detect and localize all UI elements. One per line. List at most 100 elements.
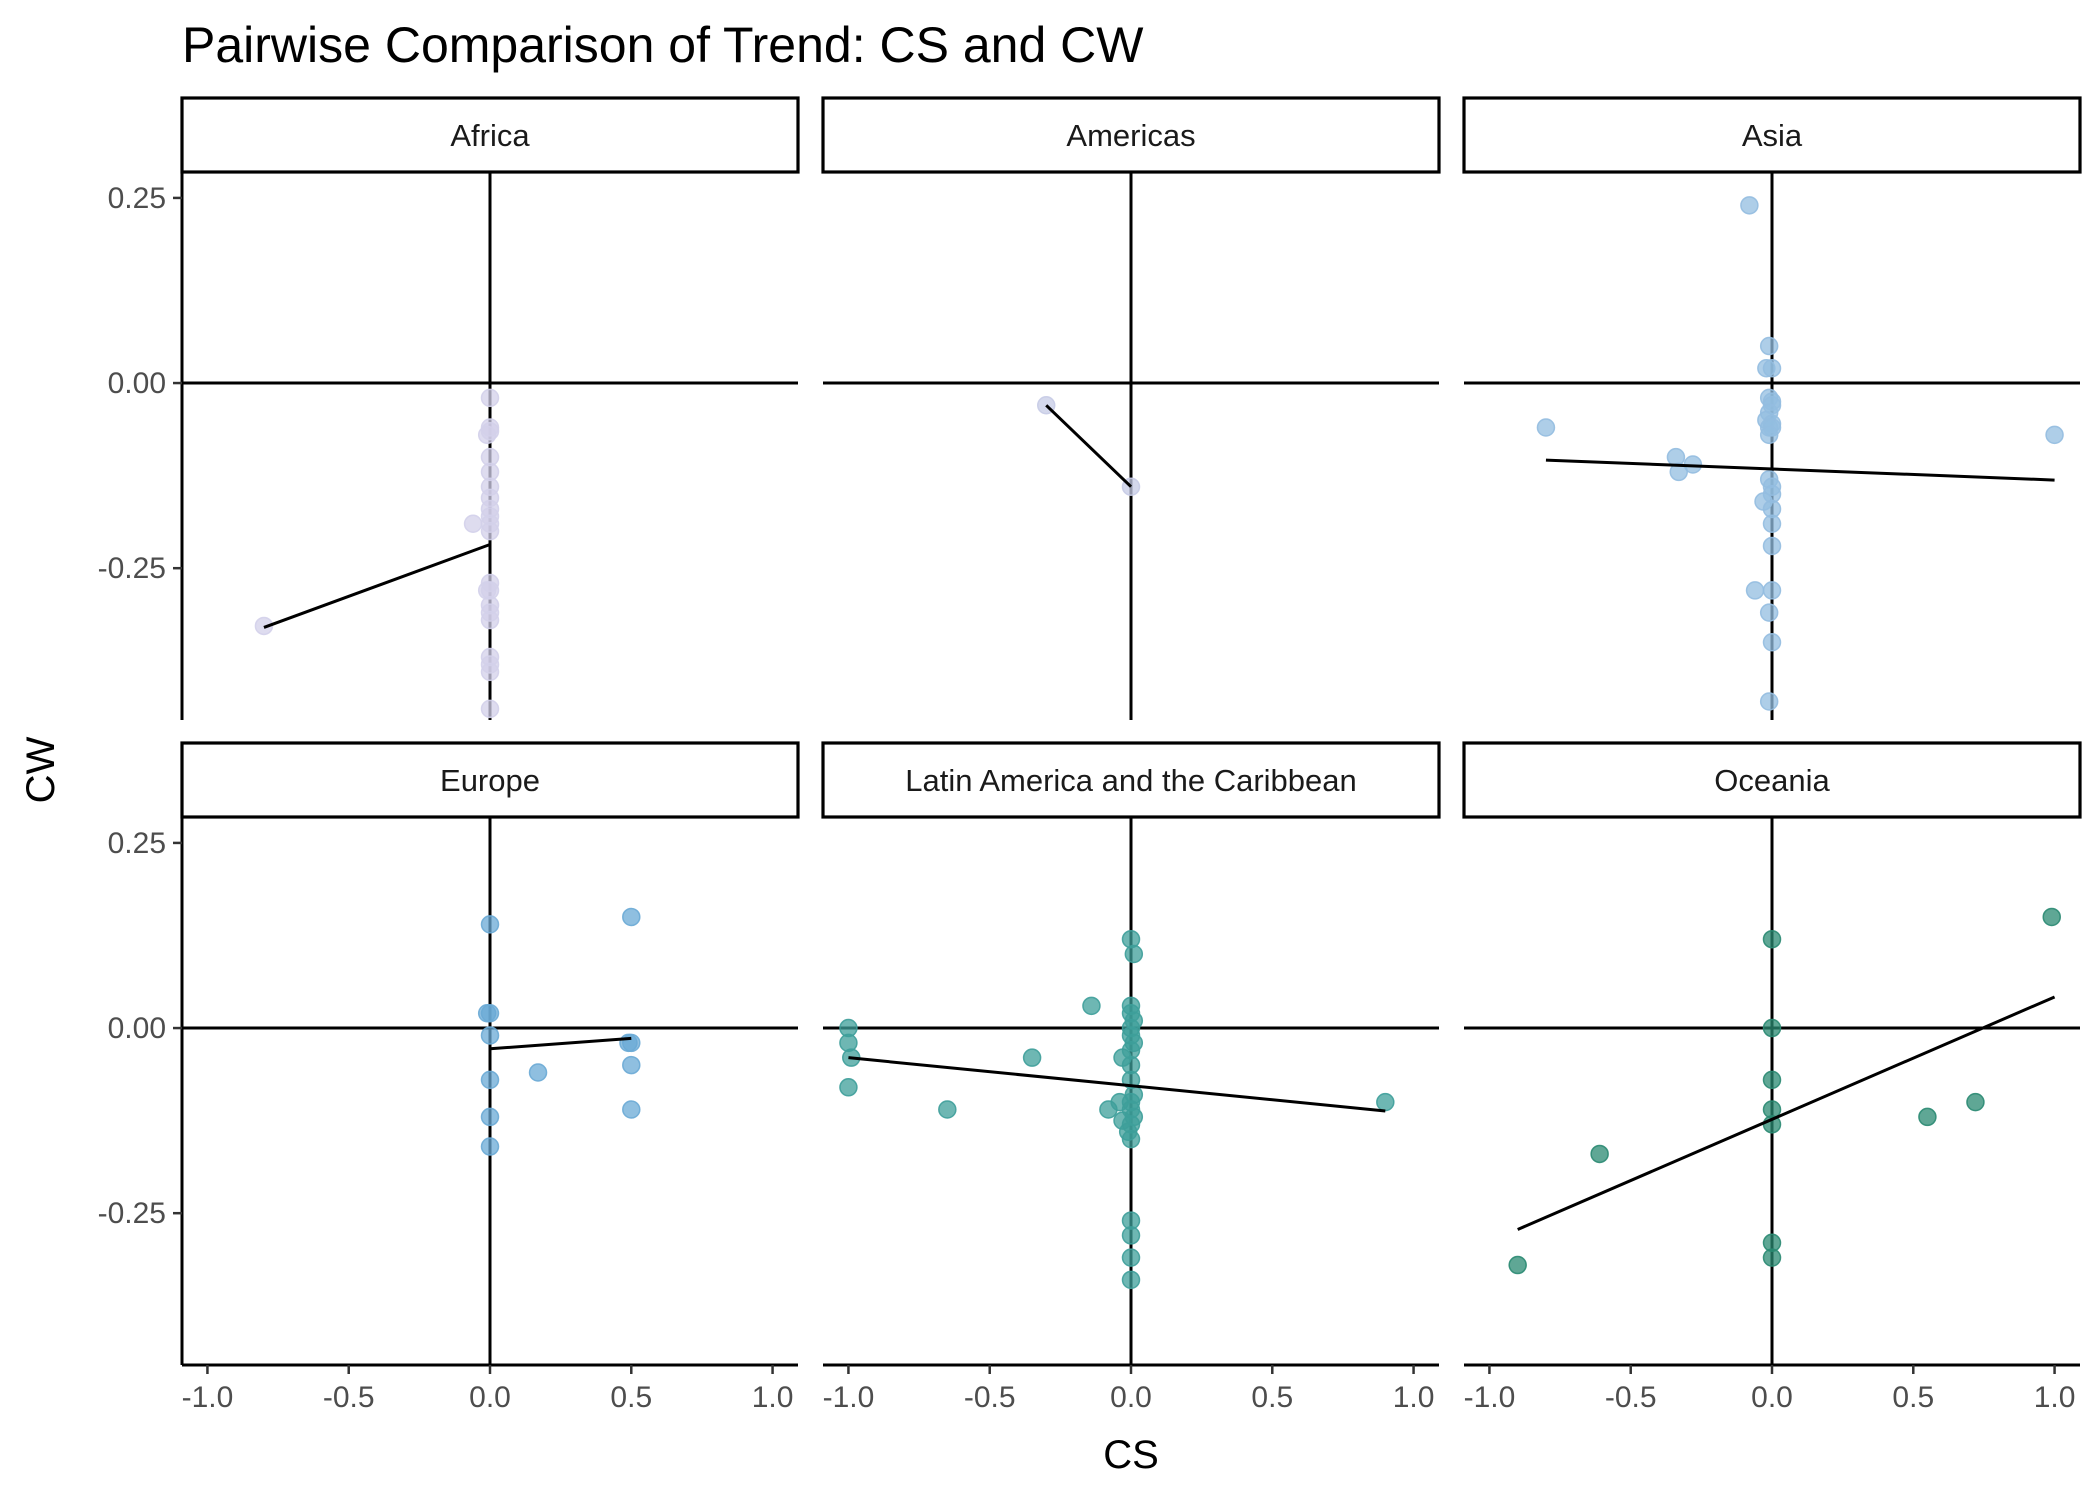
facet-panel: Oceania -1.0 -0.5 0.0 0.5 1.0 (1462, 741, 2082, 1414)
facet-strip-label: Oceania (1714, 763, 1830, 798)
data-point (480, 1137, 500, 1156)
y-tick-label: 0.25 (108, 827, 166, 860)
x-tick-label: 1.0 (1393, 1381, 1435, 1414)
data-point (622, 1100, 641, 1119)
data-point (1762, 536, 1782, 556)
data-point (1762, 1018, 1782, 1038)
data-point (1121, 1270, 1141, 1290)
facet-strip-label: Europe (440, 763, 540, 798)
facet-strip (180, 96, 800, 174)
data-point (1759, 425, 1779, 445)
x-tick-label: 1.0 (752, 1381, 794, 1414)
x-tick-label: -0.5 (964, 1381, 1016, 1414)
y-axis-title: CW (19, 736, 63, 803)
data-point (622, 907, 641, 927)
data-point (938, 1100, 957, 1119)
facet-panel: Africa -0.25 0.00 0.25 (98, 96, 800, 720)
data-point (1966, 1092, 1985, 1112)
data-point (1762, 929, 1782, 949)
data-point (480, 915, 500, 934)
trend-line (263, 543, 491, 629)
data-point (619, 1033, 638, 1053)
data-point (1762, 1248, 1782, 1267)
data-point (1121, 1129, 1141, 1149)
x-tick-label: -1.0 (182, 1381, 234, 1414)
y-tick-label: -0.25 (98, 552, 166, 585)
data-point (2045, 425, 2064, 445)
data-point (1762, 581, 1782, 600)
data-point (1762, 632, 1782, 652)
data-point (1918, 1107, 1937, 1127)
data-point (480, 610, 500, 630)
x-tick-label: -0.5 (1605, 1381, 1657, 1414)
chart-title: Pairwise Comparison of Trend: CS and CW (182, 17, 1144, 73)
x-tick-label: 0.0 (469, 1381, 511, 1414)
facet-strip-label: Latin America and the Caribbean (905, 763, 1357, 798)
x-tick-label: 1.0 (2034, 1381, 2076, 1414)
x-tick-label: -1.0 (823, 1381, 875, 1414)
trend-line (1045, 404, 1133, 488)
y-tick-label: 0.25 (108, 182, 166, 215)
data-point (1082, 996, 1101, 1016)
data-point (477, 425, 497, 445)
x-tick-label: -0.5 (323, 1381, 375, 1414)
data-point (2042, 907, 2061, 927)
data-point (839, 1078, 858, 1097)
x-tick-label: 0.5 (1251, 1381, 1293, 1414)
facet-panels: Africa -0.25 0.00 0.25 Americas Asia Europe -0.… (98, 96, 2082, 1414)
trend-line (848, 1056, 1386, 1113)
data-point (480, 1070, 500, 1090)
data-point (1121, 929, 1141, 949)
data-point (1669, 462, 1689, 482)
data-point (1022, 1048, 1042, 1067)
data-point (839, 1033, 858, 1053)
data-point (1121, 1226, 1141, 1245)
data-point (480, 388, 500, 408)
data-point (1762, 514, 1782, 534)
data-point (480, 521, 500, 541)
facet-panel: Americas (821, 96, 1441, 720)
data-point (1745, 581, 1765, 600)
data-point (1666, 447, 1686, 467)
data-point (1121, 1248, 1141, 1267)
data-point (480, 1003, 500, 1023)
data-point (463, 514, 483, 534)
facet-panel: Latin America and the Caribbean -1.0 -0.5 0… (821, 741, 1441, 1414)
x-tick-label: 0.5 (610, 1381, 652, 1414)
data-point (1740, 196, 1759, 215)
data-point (622, 1055, 641, 1075)
data-point (1124, 944, 1144, 964)
facet-panel: Europe -0.25 0.00 0.25 -1.0 -0.5 0.0 0.5 1.0 (98, 741, 800, 1414)
facet-strip (1462, 741, 2082, 819)
data-point (1376, 1092, 1395, 1112)
data-point (480, 662, 500, 682)
data-point (528, 1063, 548, 1082)
data-point (1590, 1144, 1609, 1164)
facet-panel: Asia (1462, 96, 2082, 720)
data-point (1759, 603, 1779, 622)
data-point (480, 1026, 500, 1045)
facet-strip-label: Africa (450, 118, 530, 153)
data-point (1508, 1255, 1527, 1275)
trend-line (489, 1036, 632, 1051)
data-point (480, 1107, 500, 1127)
data-point (1762, 1070, 1782, 1090)
facet-strip (180, 741, 800, 819)
y-tick-label: -0.25 (98, 1197, 166, 1230)
facet-strip-label: Americas (1066, 118, 1195, 153)
data-point (480, 699, 500, 719)
x-tick-label: 0.5 (1892, 1381, 1934, 1414)
x-tick-label: -1.0 (1464, 1381, 1516, 1414)
data-point (1536, 418, 1556, 437)
trend-line (1517, 995, 2056, 1231)
x-tick-label: 0.0 (1110, 1381, 1152, 1414)
facet-strip (821, 96, 1441, 174)
y-tick-label: 0.00 (108, 1012, 166, 1045)
x-axis-title: CS (1103, 1433, 1159, 1477)
facet-strip-label: Asia (1742, 118, 1803, 153)
trend-line (1545, 458, 2055, 482)
data-point (1759, 336, 1779, 356)
facet-strip (1462, 96, 2082, 174)
data-point (1762, 358, 1782, 378)
